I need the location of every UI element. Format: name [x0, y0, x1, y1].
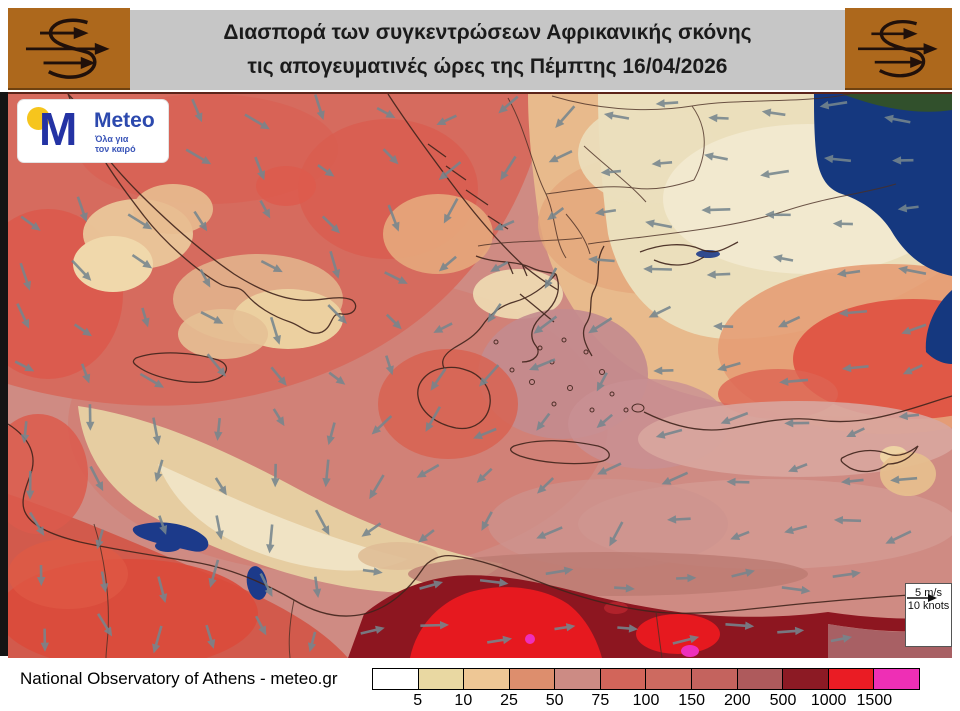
page-title-line1: Διασπορά των συγκεντρώσεων Αφρικανικής σ… — [223, 21, 752, 45]
legend-value: 1000 — [810, 692, 847, 709]
dust-map: M Meteo Όλα για τον καιρό 5 m/s 10 knots — [8, 92, 952, 658]
meteo-monogram: M — [39, 103, 78, 155]
meteo-brand-name: Meteo — [94, 109, 155, 132]
page-title: Διασπορά των συγκεντρώσεων Αφρικανικής σ… — [140, 10, 835, 90]
legend-value: 75 — [591, 692, 610, 709]
legend-value: 1500 — [856, 692, 893, 709]
legend-swatch — [737, 669, 784, 689]
wind-arrow-icon — [907, 594, 937, 602]
wind-scale-box: 5 m/s 10 knots — [905, 583, 952, 647]
meteo-logo-dot-icon — [27, 107, 50, 130]
legend-bar — [372, 668, 920, 690]
legend-value: 5 — [413, 692, 423, 709]
legend-value: 500 — [769, 692, 797, 709]
noa-logo-right — [845, 8, 952, 90]
meteo-logo: M Meteo Όλα για τον καιρό — [18, 100, 168, 162]
footer-credit: National Observatory of Athens - meteo.g… — [20, 669, 338, 688]
legend-swatch — [509, 669, 556, 689]
legend-swatch — [600, 669, 647, 689]
map-frame-strip — [0, 92, 8, 656]
wind-arrows — [14, 94, 927, 654]
legend-value: 50 — [545, 692, 564, 709]
legend-value: 10 — [454, 692, 473, 709]
page-title-line2: τις απογευματινές ώρες της Πέμπτης 16/04… — [247, 55, 728, 78]
meteo-tagline-line1: Όλα για — [95, 134, 129, 144]
legend-swatch — [828, 669, 875, 689]
legend-swatch — [464, 669, 510, 689]
meteo-tagline-line2: τον καιρό — [95, 144, 136, 154]
legend-value: 100 — [632, 692, 660, 709]
legend-swatch — [555, 669, 601, 689]
legend-swatch — [783, 669, 829, 689]
legend-swatch — [418, 669, 465, 689]
legend-swatch — [373, 669, 419, 689]
legend-swatch — [874, 669, 919, 689]
legend-labels: 5 10 25 50 75 100 150 200 500 1000 1500 — [372, 690, 920, 711]
s-arrows-icon — [25, 18, 110, 79]
legend-value: 25 — [500, 692, 518, 709]
dust-map-canvas — [8, 94, 952, 658]
legend-swatch — [646, 669, 693, 689]
legend: 5 10 25 50 75 100 150 200 500 1000 1500 — [372, 668, 920, 711]
legend-swatch — [692, 669, 738, 689]
legend-value: 200 — [723, 692, 751, 709]
wind-speed-knots: 10 knots — [907, 600, 950, 612]
s-arrows-icon — [857, 20, 938, 78]
wind-speed-ms: 5 m/s — [915, 587, 942, 599]
meteo-tagline: Όλα για τον καιρό — [95, 134, 136, 154]
black-sea — [696, 94, 952, 364]
country-borders — [93, 94, 897, 658]
legend-value: 150 — [678, 692, 706, 709]
noa-logo-left — [8, 8, 130, 90]
coastlines — [8, 94, 952, 617]
header-bar — [8, 10, 952, 90]
